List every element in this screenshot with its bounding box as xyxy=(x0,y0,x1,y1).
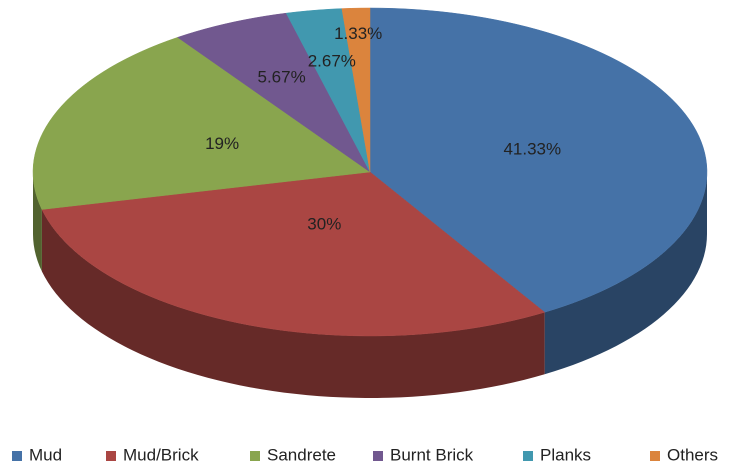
legend-label: Others xyxy=(667,445,718,464)
legend-swatch xyxy=(12,451,22,461)
legend-label: Mud xyxy=(29,445,62,464)
legend-label: Planks xyxy=(540,445,591,464)
data-label: 41.33% xyxy=(503,139,561,158)
legend-label: Mud/Brick xyxy=(123,445,199,464)
legend-swatch xyxy=(523,451,533,461)
legend-label: Sandrete xyxy=(267,445,336,464)
pie-slice xyxy=(41,171,546,337)
pie-slice xyxy=(369,7,708,313)
data-label: 2.67% xyxy=(308,52,356,71)
legend-label: Burnt Brick xyxy=(390,445,474,464)
pie-slice xyxy=(341,7,371,173)
pie-side xyxy=(544,172,707,375)
data-label: 1.33% xyxy=(334,24,382,43)
pie-slice xyxy=(285,8,371,173)
pie-slice xyxy=(32,37,371,210)
pie-side xyxy=(33,172,42,272)
legend-swatch xyxy=(106,451,116,461)
legend-swatch xyxy=(250,451,260,461)
data-label: 30% xyxy=(307,214,341,233)
pie-side xyxy=(41,209,545,398)
data-label: 19% xyxy=(205,134,239,153)
legend-swatch xyxy=(650,451,660,461)
data-label: 5.67% xyxy=(257,68,305,87)
legend-swatch xyxy=(373,451,383,461)
pie-slice xyxy=(177,12,371,173)
